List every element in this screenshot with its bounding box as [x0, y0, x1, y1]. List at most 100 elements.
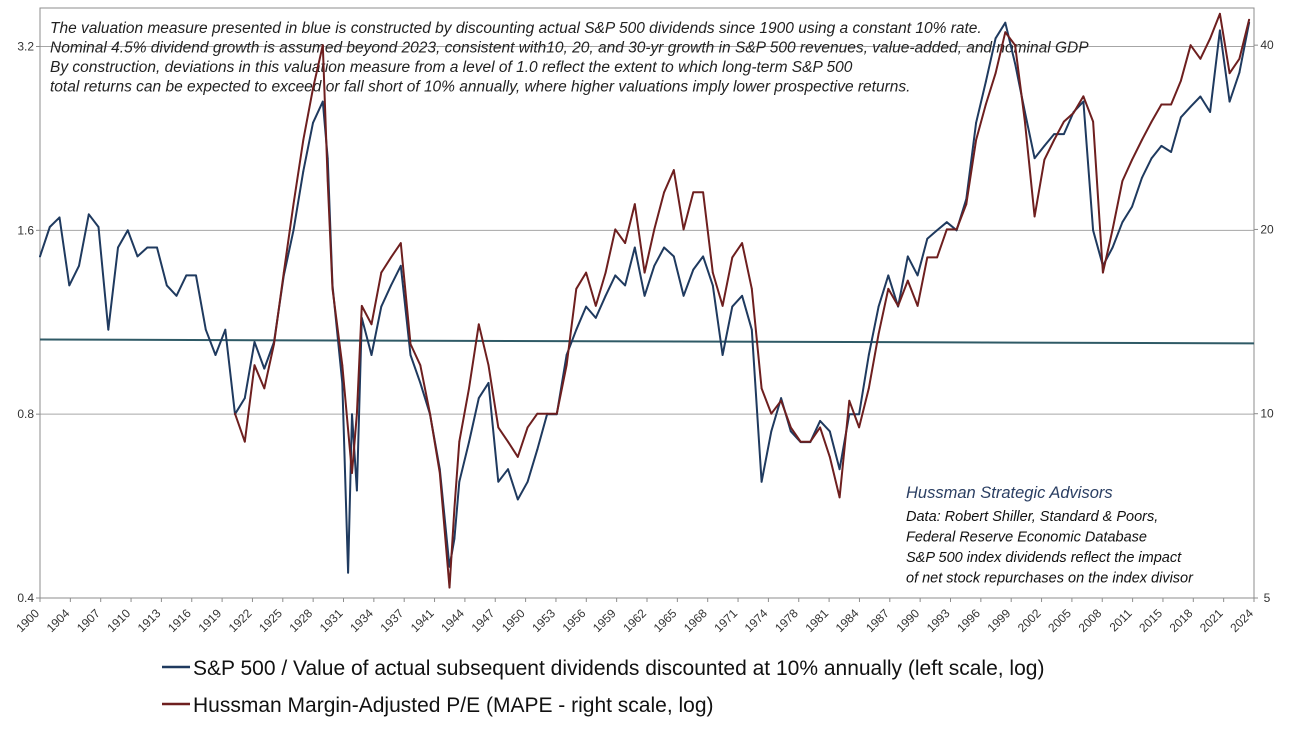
series-2-point [809, 440, 812, 443]
series-2-point [1160, 103, 1163, 106]
series-2-point [633, 203, 636, 206]
series-1-point [175, 294, 178, 297]
series-1-point [477, 397, 480, 399]
series-2-point [409, 343, 412, 345]
series-2-point [453, 507, 456, 510]
series-2-point [536, 412, 539, 415]
series-1-point [497, 480, 500, 483]
series-2-point [1219, 12, 1221, 15]
series-2-point [1141, 139, 1143, 141]
series-1-point [380, 305, 383, 308]
legend-label-2: Hussman Margin-Adjusted P/E (MAPE - righ… [193, 694, 714, 717]
series-2-point [438, 472, 441, 474]
series-2-point [243, 440, 246, 443]
series-1-point [390, 284, 392, 287]
series-1-point [1092, 229, 1094, 232]
right-tick-label: 40 [1260, 38, 1274, 52]
series-2-point [1111, 228, 1114, 231]
right-tick-label: 5 [1264, 591, 1271, 605]
series-2-point [760, 387, 763, 390]
left-tick-label: 0.4 [17, 591, 34, 605]
series-2-point [468, 387, 470, 390]
series-1-point [1082, 100, 1085, 103]
series-1-point [682, 294, 685, 297]
series-1-point [107, 328, 110, 331]
series-1-point [877, 305, 880, 308]
series-2-point [1170, 103, 1172, 106]
left-axis-ticks: 0.4 0.8 1.6 3.2 [17, 40, 40, 605]
series-2-point [672, 169, 675, 172]
series-2-point [1033, 215, 1036, 218]
series-2-point [897, 305, 899, 307]
series-1-point [858, 413, 860, 416]
series-1-point [117, 246, 119, 249]
series-1-point [926, 237, 929, 240]
series-2-point [994, 72, 997, 75]
series-2-point [356, 412, 358, 415]
series-2-point [750, 287, 753, 290]
series-2-point [653, 228, 656, 231]
series-2-point [273, 343, 275, 345]
series-2-point [867, 387, 870, 390]
series-1-point [1121, 221, 1124, 224]
series-1-point [984, 81, 987, 83]
series-2-point [448, 586, 451, 589]
series-1-point [507, 468, 509, 471]
chart-note-line: Nominal 4.5% dividend growth is assumed … [50, 40, 1089, 57]
legend-label-1: S&P 500 / Value of actual subsequent div… [193, 657, 1044, 680]
series-2-point [916, 305, 919, 307]
series-2-point [292, 203, 295, 206]
series-2-point [1209, 37, 1211, 40]
series-2-point [741, 242, 743, 245]
series-1-point [58, 216, 61, 219]
series-2-point [975, 139, 977, 141]
series-1-point [828, 430, 831, 433]
series-1-point [165, 284, 168, 287]
chart-note-line: By construction, deviations in this valu… [50, 59, 853, 76]
series-1-point [760, 480, 763, 483]
series-2-point [1180, 79, 1182, 82]
series-1-point [292, 229, 295, 232]
series-1-point [624, 284, 626, 287]
series-1-point [487, 382, 490, 384]
credit-line: Data: Robert Shiller, Standard & Poors, [906, 509, 1158, 525]
series-1-point [48, 226, 51, 228]
series-1-point [1180, 116, 1182, 119]
series-1-point [867, 354, 870, 356]
series-2-point [1121, 180, 1124, 182]
reference-line-group [39, 338, 1255, 345]
series-1-point [1141, 177, 1143, 179]
series-1-point [204, 328, 207, 331]
series-2-point [555, 412, 558, 415]
series-2-point [477, 323, 480, 326]
series-1-point [994, 37, 997, 40]
series-2-point [351, 472, 353, 474]
series-2-point [1053, 139, 1055, 141]
series-2-point [487, 364, 490, 367]
series-1-point [692, 268, 695, 271]
series-2-point [1150, 120, 1153, 123]
series-1-point [750, 328, 753, 331]
series-2-point [321, 44, 324, 47]
series-1-point [780, 397, 782, 399]
series-2-point [546, 412, 548, 415]
chart-note-line: The valuation measure presented in blue … [50, 20, 982, 37]
series-1-point [887, 274, 890, 277]
series-2-point [1131, 158, 1133, 161]
series-2-point [370, 323, 373, 326]
series-2-point [585, 271, 587, 274]
series-2-point [253, 364, 256, 367]
series-2-point [594, 305, 597, 307]
series-2-point [312, 87, 314, 90]
series-1-point [351, 413, 353, 416]
series-2-point [458, 440, 461, 443]
reference-line [39, 338, 1255, 345]
series-1-point [711, 284, 714, 287]
series-1-point [906, 255, 909, 258]
series-2-point [682, 228, 685, 231]
series-1-point [156, 246, 158, 249]
series-2-point [819, 426, 821, 429]
series-2-point [858, 426, 860, 429]
series-2-point [1189, 44, 1192, 47]
